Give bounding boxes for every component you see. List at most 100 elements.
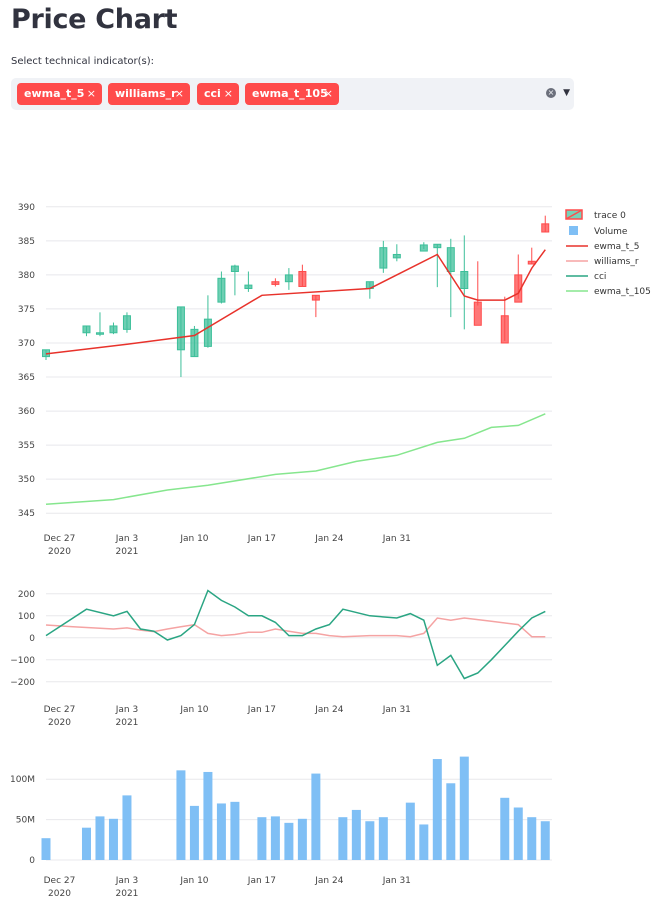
tag-williams-r[interactable]: williams_r × bbox=[108, 83, 190, 105]
candlestick bbox=[433, 243, 442, 288]
tag-label: ewma_t_105 bbox=[252, 87, 328, 100]
candle-body bbox=[473, 301, 482, 326]
price-y-tick-label: 355 bbox=[18, 441, 35, 451]
candlestick bbox=[284, 268, 293, 290]
volume-bar bbox=[122, 795, 132, 860]
volume-x-tick-label: Jan 24 bbox=[314, 876, 343, 886]
volume-bar bbox=[189, 805, 199, 860]
candlestick bbox=[460, 235, 469, 330]
volume-bar bbox=[95, 816, 105, 860]
volume-x-tick-label: Dec 27 bbox=[44, 876, 76, 886]
volume-bar bbox=[459, 756, 469, 860]
volume-bar bbox=[500, 797, 510, 860]
candle-body bbox=[176, 306, 185, 351]
legend-label: ewma_t_5 bbox=[594, 242, 639, 252]
remove-tag-icon[interactable]: × bbox=[223, 87, 233, 100]
volume-bar bbox=[230, 801, 240, 860]
candle-body bbox=[244, 284, 253, 290]
candlestick bbox=[298, 264, 307, 287]
volume-bar bbox=[311, 773, 321, 860]
volume-y-tick-label: 100M bbox=[10, 775, 35, 785]
williams-r-line bbox=[45, 617, 546, 638]
candlestick bbox=[500, 296, 509, 344]
ewma-t-105-line bbox=[45, 413, 546, 506]
candle-body bbox=[446, 247, 455, 272]
volume-bar bbox=[365, 821, 375, 860]
volume-bar bbox=[419, 824, 429, 860]
osc-x-tick-year: 2020 bbox=[48, 718, 71, 728]
osc-y-tick-label: −100 bbox=[10, 656, 35, 666]
candlestick bbox=[190, 325, 199, 358]
osc-y-tick-label: −200 bbox=[10, 678, 35, 688]
volume-bar bbox=[540, 821, 550, 860]
candlestick bbox=[392, 244, 401, 262]
price-x-tick-label: Dec 27 bbox=[44, 534, 76, 544]
tag-ewma-t-105[interactable]: ewma_t_105 × bbox=[245, 83, 339, 105]
price-x-tick-label: Jan 31 bbox=[382, 534, 411, 544]
remove-tag-icon[interactable]: × bbox=[323, 87, 333, 100]
indicator-select-label: Select technical indicator(s): bbox=[11, 56, 155, 67]
price-y-tick-label: 375 bbox=[18, 305, 35, 315]
candle-body bbox=[541, 223, 550, 233]
legend-label: Volume bbox=[594, 227, 628, 237]
candlestick bbox=[379, 240, 388, 273]
remove-tag-icon[interactable]: × bbox=[174, 87, 184, 100]
candle-body bbox=[271, 281, 280, 285]
price-y-tick-label: 380 bbox=[18, 271, 35, 281]
candle-body bbox=[419, 244, 428, 252]
volume-bar bbox=[284, 822, 294, 860]
candlestick bbox=[514, 254, 523, 303]
candlestick bbox=[419, 242, 428, 252]
volume-bar bbox=[432, 759, 442, 860]
osc-x-tick-label: Jan 3 bbox=[115, 705, 138, 715]
candle-body bbox=[190, 328, 199, 358]
osc-y-tick-label: 0 bbox=[29, 634, 35, 644]
candlestick bbox=[217, 271, 226, 304]
remove-tag-icon[interactable]: × bbox=[86, 87, 96, 100]
volume-x-tick-label: Jan 31 bbox=[382, 876, 411, 886]
volume-bar bbox=[297, 818, 307, 860]
volume-x-tick-year: 2020 bbox=[48, 889, 71, 899]
candlestick bbox=[541, 215, 550, 233]
volume-bar bbox=[81, 827, 91, 860]
chevron-down-icon[interactable]: ▼ bbox=[563, 88, 570, 98]
candlestick bbox=[244, 271, 253, 292]
candle-body bbox=[217, 277, 226, 303]
candle-body bbox=[514, 274, 523, 303]
legend-label: ewma_t_105 bbox=[594, 287, 651, 297]
volume-bar bbox=[338, 817, 348, 860]
candle-body bbox=[109, 325, 118, 334]
ewma-t-5-line bbox=[45, 249, 546, 355]
candle-body bbox=[82, 325, 91, 334]
volume-x-tick-label: Jan 17 bbox=[247, 876, 276, 886]
candle-body bbox=[379, 247, 388, 269]
candle-body bbox=[203, 318, 212, 347]
volume-bar bbox=[203, 771, 213, 860]
price-y-tick-label: 385 bbox=[18, 237, 35, 247]
page-title: Price Chart bbox=[11, 4, 178, 35]
volume-y-tick-label: 50M bbox=[16, 816, 35, 826]
legend-swatch-volume bbox=[569, 226, 578, 235]
candle-body bbox=[284, 274, 293, 283]
price-y-tick-label: 360 bbox=[18, 407, 35, 417]
volume-bar bbox=[513, 807, 523, 860]
osc-x-tick-year: 2021 bbox=[116, 718, 139, 728]
price-x-tick-label: Jan 3 bbox=[115, 534, 138, 544]
clear-all-icon[interactable]: × bbox=[546, 88, 556, 98]
price-x-tick-label: Jan 24 bbox=[314, 534, 343, 544]
tag-ewma-t-5[interactable]: ewma_t_5 × bbox=[17, 83, 102, 105]
indicator-multiselect[interactable]: ewma_t_5 × williams_r × cci × ewma_t_105… bbox=[11, 78, 574, 110]
price-x-tick-label: Jan 10 bbox=[179, 534, 208, 544]
legend-label: williams_r bbox=[594, 257, 639, 267]
candle-body bbox=[298, 270, 307, 287]
candle-body bbox=[392, 253, 401, 259]
osc-x-tick-label: Jan 17 bbox=[247, 705, 276, 715]
volume-bar bbox=[446, 783, 456, 860]
tag-cci[interactable]: cci × bbox=[197, 83, 239, 105]
candle-body bbox=[95, 332, 104, 335]
candlestick bbox=[527, 247, 536, 265]
tag-label: williams_r bbox=[115, 87, 177, 100]
tag-label: ewma_t_5 bbox=[24, 87, 85, 100]
